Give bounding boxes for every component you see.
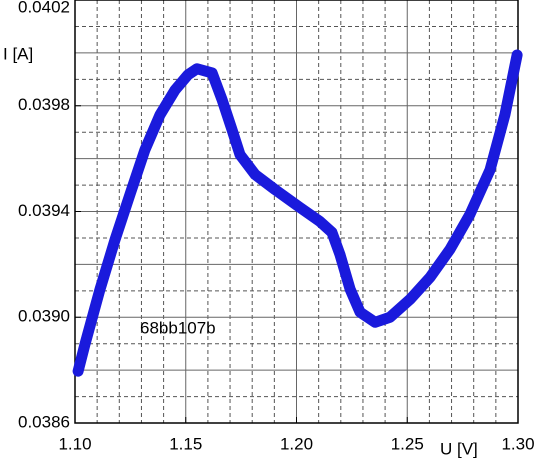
- annotation: 68bb107b: [140, 318, 216, 337]
- y-tick-label: 0.0394: [18, 201, 70, 220]
- y-tick-label: 0.0402: [18, 0, 70, 16]
- x-tick-label: 1.25: [391, 434, 424, 453]
- y-tick-label: 0.0398: [18, 95, 70, 114]
- y-tick-label: 0.0390: [18, 307, 70, 326]
- x-tick-label: 1.30: [501, 434, 534, 453]
- y-tick-label: 0.0386: [18, 412, 70, 431]
- x-tick-label: 1.20: [280, 434, 313, 453]
- x-tick-label: 1.15: [169, 434, 202, 453]
- x-axis-label: U [V]: [440, 439, 478, 458]
- y-axis-label: I [A]: [3, 44, 33, 63]
- x-tick-label: 1.10: [58, 434, 91, 453]
